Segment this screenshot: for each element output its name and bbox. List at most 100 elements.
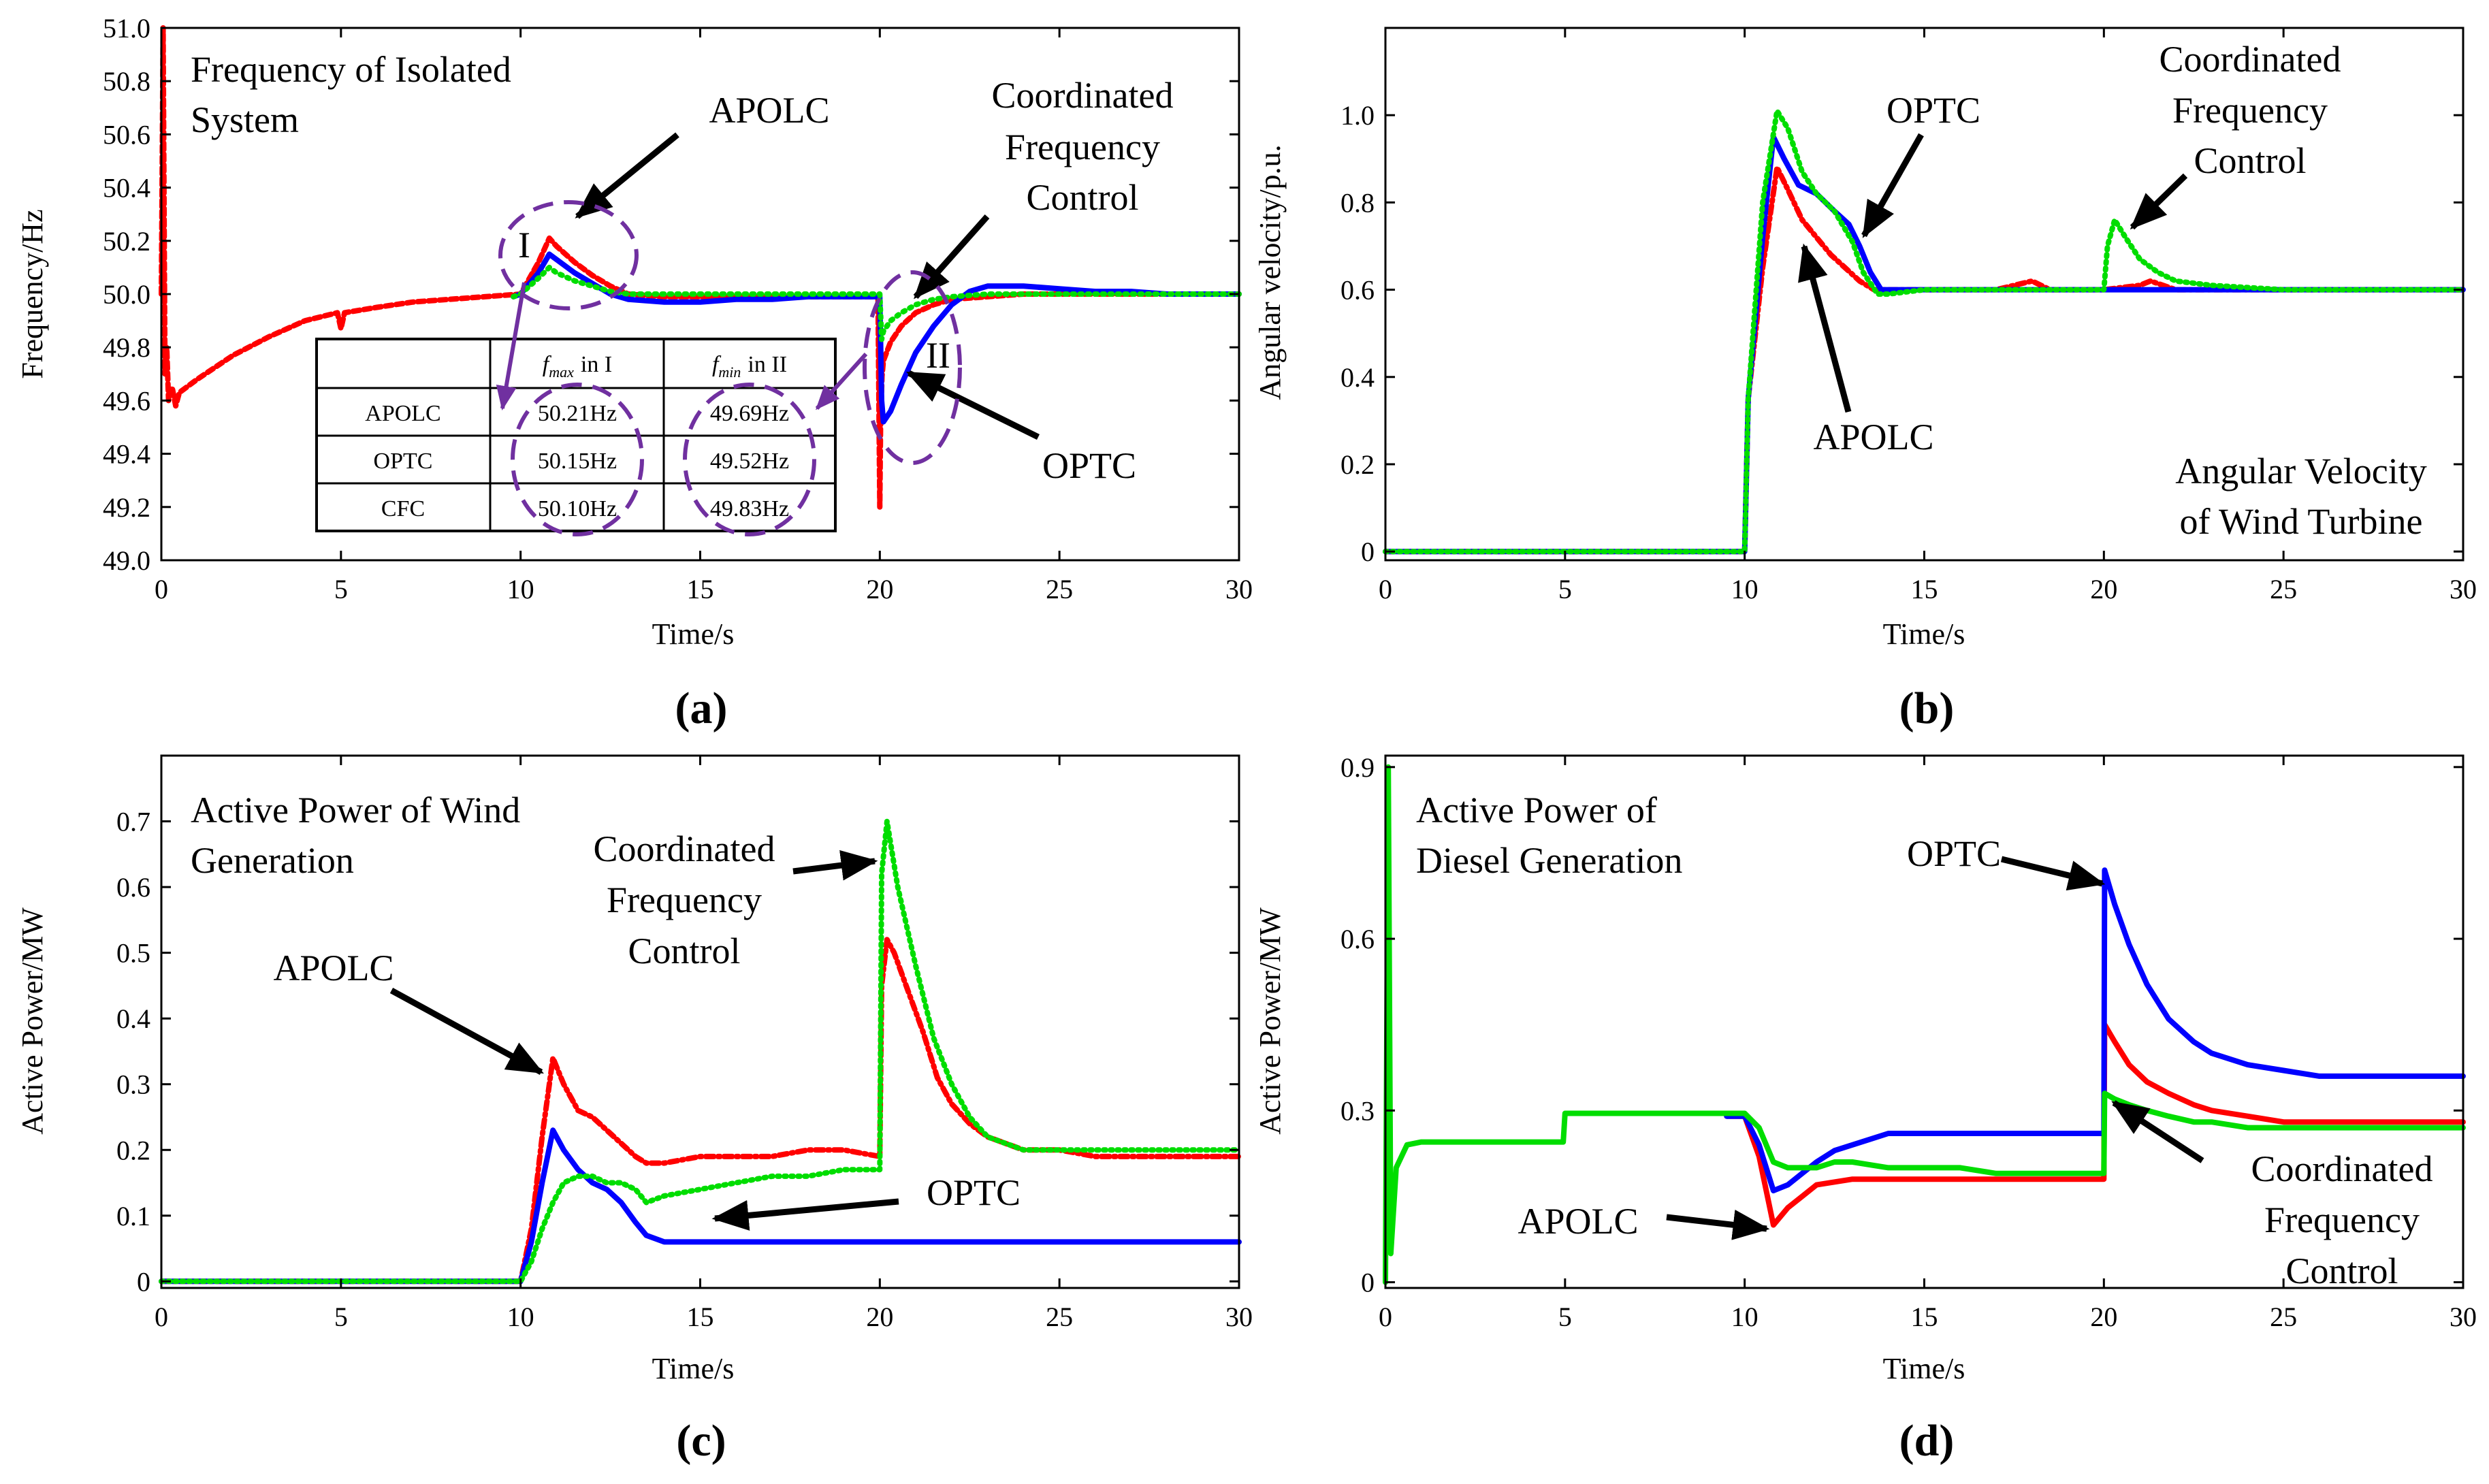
y-tick-label: 49.8: [103, 332, 150, 363]
panel-c: 0 5 10 15 20 25 30 0 0.1 0.2 0.3 0.4 0.5 0.6 0.7 Time/…: [16, 754, 1253, 1466]
panel-c-arrow-apolc: [389, 988, 544, 1075]
panel-a-caption: (a): [675, 683, 728, 733]
panel-d-series: [1383, 764, 2466, 1285]
inset-cell: CFC: [381, 496, 425, 521]
x-tick-label: 25: [1046, 574, 1073, 604]
panel-a-ylabel: Frequency/Hz: [16, 209, 49, 378]
panel-c-arrow-optc: [711, 1198, 899, 1231]
panel-d-caption: (d): [1899, 1416, 1955, 1466]
inset-cell: 50.21Hz: [538, 401, 617, 426]
inset-pointer-ii: [815, 352, 868, 410]
y-tick-label: 0.4: [116, 1003, 150, 1034]
y-tick-label: 49.6: [103, 385, 150, 416]
panel-c-xlabel: Time/s: [652, 1352, 735, 1385]
y-tick-label: 50.0: [103, 279, 150, 310]
y-tick-label: 0.5: [116, 938, 150, 969]
inset-cell: APOLC: [365, 401, 440, 426]
x-tick-label: 0: [1379, 1302, 1392, 1332]
x-tick-label: 15: [687, 574, 714, 604]
panel-d-arrow-apolc: [1666, 1209, 1770, 1240]
y-tick-label: 0.3: [116, 1069, 150, 1100]
panel-c-label-cfc-3: Control: [628, 931, 740, 971]
inset-pointer-i: [496, 282, 526, 410]
region-ii-ellipse: [863, 270, 962, 465]
panel-d-label-cfc-1: Coordinated: [2251, 1148, 2433, 1189]
y-tick-label: 0.2: [1340, 449, 1375, 480]
y-tick-label: 1.0: [1340, 100, 1375, 131]
inset-cell: 50.10Hz: [538, 496, 617, 521]
inset-cell: 49.52Hz: [710, 449, 789, 474]
y-tick-label: 0.4: [1340, 362, 1375, 393]
panel-b-ylabel: Angular velocity/p.u.: [1253, 144, 1287, 400]
panel-b-label-apolc: APOLC: [1813, 417, 1933, 457]
region-i-ellipse: [498, 200, 639, 310]
x-tick-label: 10: [507, 1302, 534, 1332]
y-tick-label: 0.7: [116, 807, 150, 837]
series-line-apolc: [1724, 1022, 2466, 1228]
panel-c-label-optc: OPTC: [927, 1172, 1021, 1213]
y-tick-label: 51.0: [103, 13, 150, 44]
x-tick-label: 0: [155, 1302, 168, 1332]
x-tick-label: 25: [2270, 574, 2297, 604]
x-tick-label: 25: [1046, 1302, 1073, 1332]
inset-header-sub: max: [549, 364, 574, 381]
panel-d: 0 5 10 15 20 25 30 0 0.3 0.6 0.9 Time/s Active Pow…: [1253, 752, 2477, 1466]
panel-c-label-cfc-1: Coordinated: [594, 828, 775, 869]
inset-cell: 49.69Hz: [710, 401, 789, 426]
panel-c-ticks: 0 5 10 15 20 25 30 0 0.1 0.2 0.3 0.4 0.5 0.6 0.7: [116, 756, 1253, 1332]
y-tick-label: 0.1: [116, 1201, 150, 1231]
panel-b-arrow-optc: [1861, 133, 1924, 238]
series-line-cfc: [511, 264, 1242, 342]
panel-c-caption: (c): [676, 1416, 726, 1466]
panel-a-arrow-apolc: [575, 132, 679, 219]
panel-c-arrow-cfc: [792, 850, 878, 881]
region-ii-label: II: [926, 335, 950, 376]
series-line-apolc: [159, 937, 1242, 1285]
panel-b-caption: (b): [1899, 683, 1955, 733]
x-tick-label: 15: [687, 1302, 714, 1332]
panel-b-arrow-apolc: [1798, 243, 1852, 413]
panel-b-label-cfc-3: Control: [2194, 140, 2306, 181]
y-tick-label: 50.8: [103, 66, 150, 97]
inset-header-text: in I: [581, 352, 612, 377]
panel-b-label-cfc-1: Coordinated: [2159, 39, 2341, 80]
region-i-label: I: [518, 225, 530, 265]
panel-d-arrow-optc: [2000, 856, 2106, 891]
panel-d-ticks: 0 5 10 15 20 25 30 0 0.3 0.6 0.9: [1340, 752, 2477, 1332]
x-tick-label: 5: [334, 574, 348, 604]
panel-a-arrow-cfc: [913, 214, 990, 300]
x-tick-label: 15: [1911, 574, 1938, 604]
y-tick-label: 0.6: [1340, 275, 1375, 306]
panel-a-ticks: 0 5 10 15 20 25 30 49.0 49.2 49.4 49.6 49.8 50.0 50.2…: [103, 13, 1253, 604]
panel-b-series: [1383, 108, 2466, 555]
y-tick-label: 0.9: [1340, 752, 1375, 783]
y-tick-label: 0.8: [1340, 187, 1375, 218]
x-tick-label: 5: [334, 1302, 348, 1332]
y-tick-label: 0: [137, 1266, 150, 1297]
series-line-optc: [1724, 867, 2466, 1194]
y-tick-label: 0.3: [1340, 1095, 1375, 1126]
panel-b-arrow-cfc: [2130, 173, 2188, 230]
series-line-apolc: [1383, 165, 2466, 555]
series-line-cfc: [1383, 764, 2466, 1285]
y-tick-label: 49.0: [103, 545, 150, 576]
x-tick-label: 0: [155, 574, 168, 604]
y-tick-label: 49.4: [103, 439, 150, 470]
x-tick-label: 10: [1731, 1302, 1759, 1332]
panel-d-arrow-cfc: [2111, 1100, 2204, 1163]
inset-cell: OPTC: [374, 449, 433, 474]
panel-a-label-cfc-2: Frequency: [1005, 127, 1160, 167]
panel-c-series: [159, 818, 1242, 1285]
inset-fmax-ellipse: [511, 383, 644, 536]
panel-b-xlabel: Time/s: [1883, 617, 1965, 651]
y-tick-label: 50.4: [103, 173, 150, 204]
panel-d-title: Active Power of Diesel Generation: [1416, 790, 1682, 881]
x-tick-label: 30: [2450, 574, 2477, 604]
panel-b-ticks: 0 5 10 15 20 25 30 0 0.2 0.4 0.6 0.8 1.0: [1340, 28, 2477, 604]
y-tick-label: 0.2: [116, 1135, 150, 1165]
y-tick-label: 0: [1361, 1268, 1375, 1298]
panel-b-label-optc: OPTC: [1886, 90, 1980, 131]
x-tick-label: 30: [2450, 1302, 2477, 1332]
y-tick-label: 0.6: [1340, 924, 1375, 954]
